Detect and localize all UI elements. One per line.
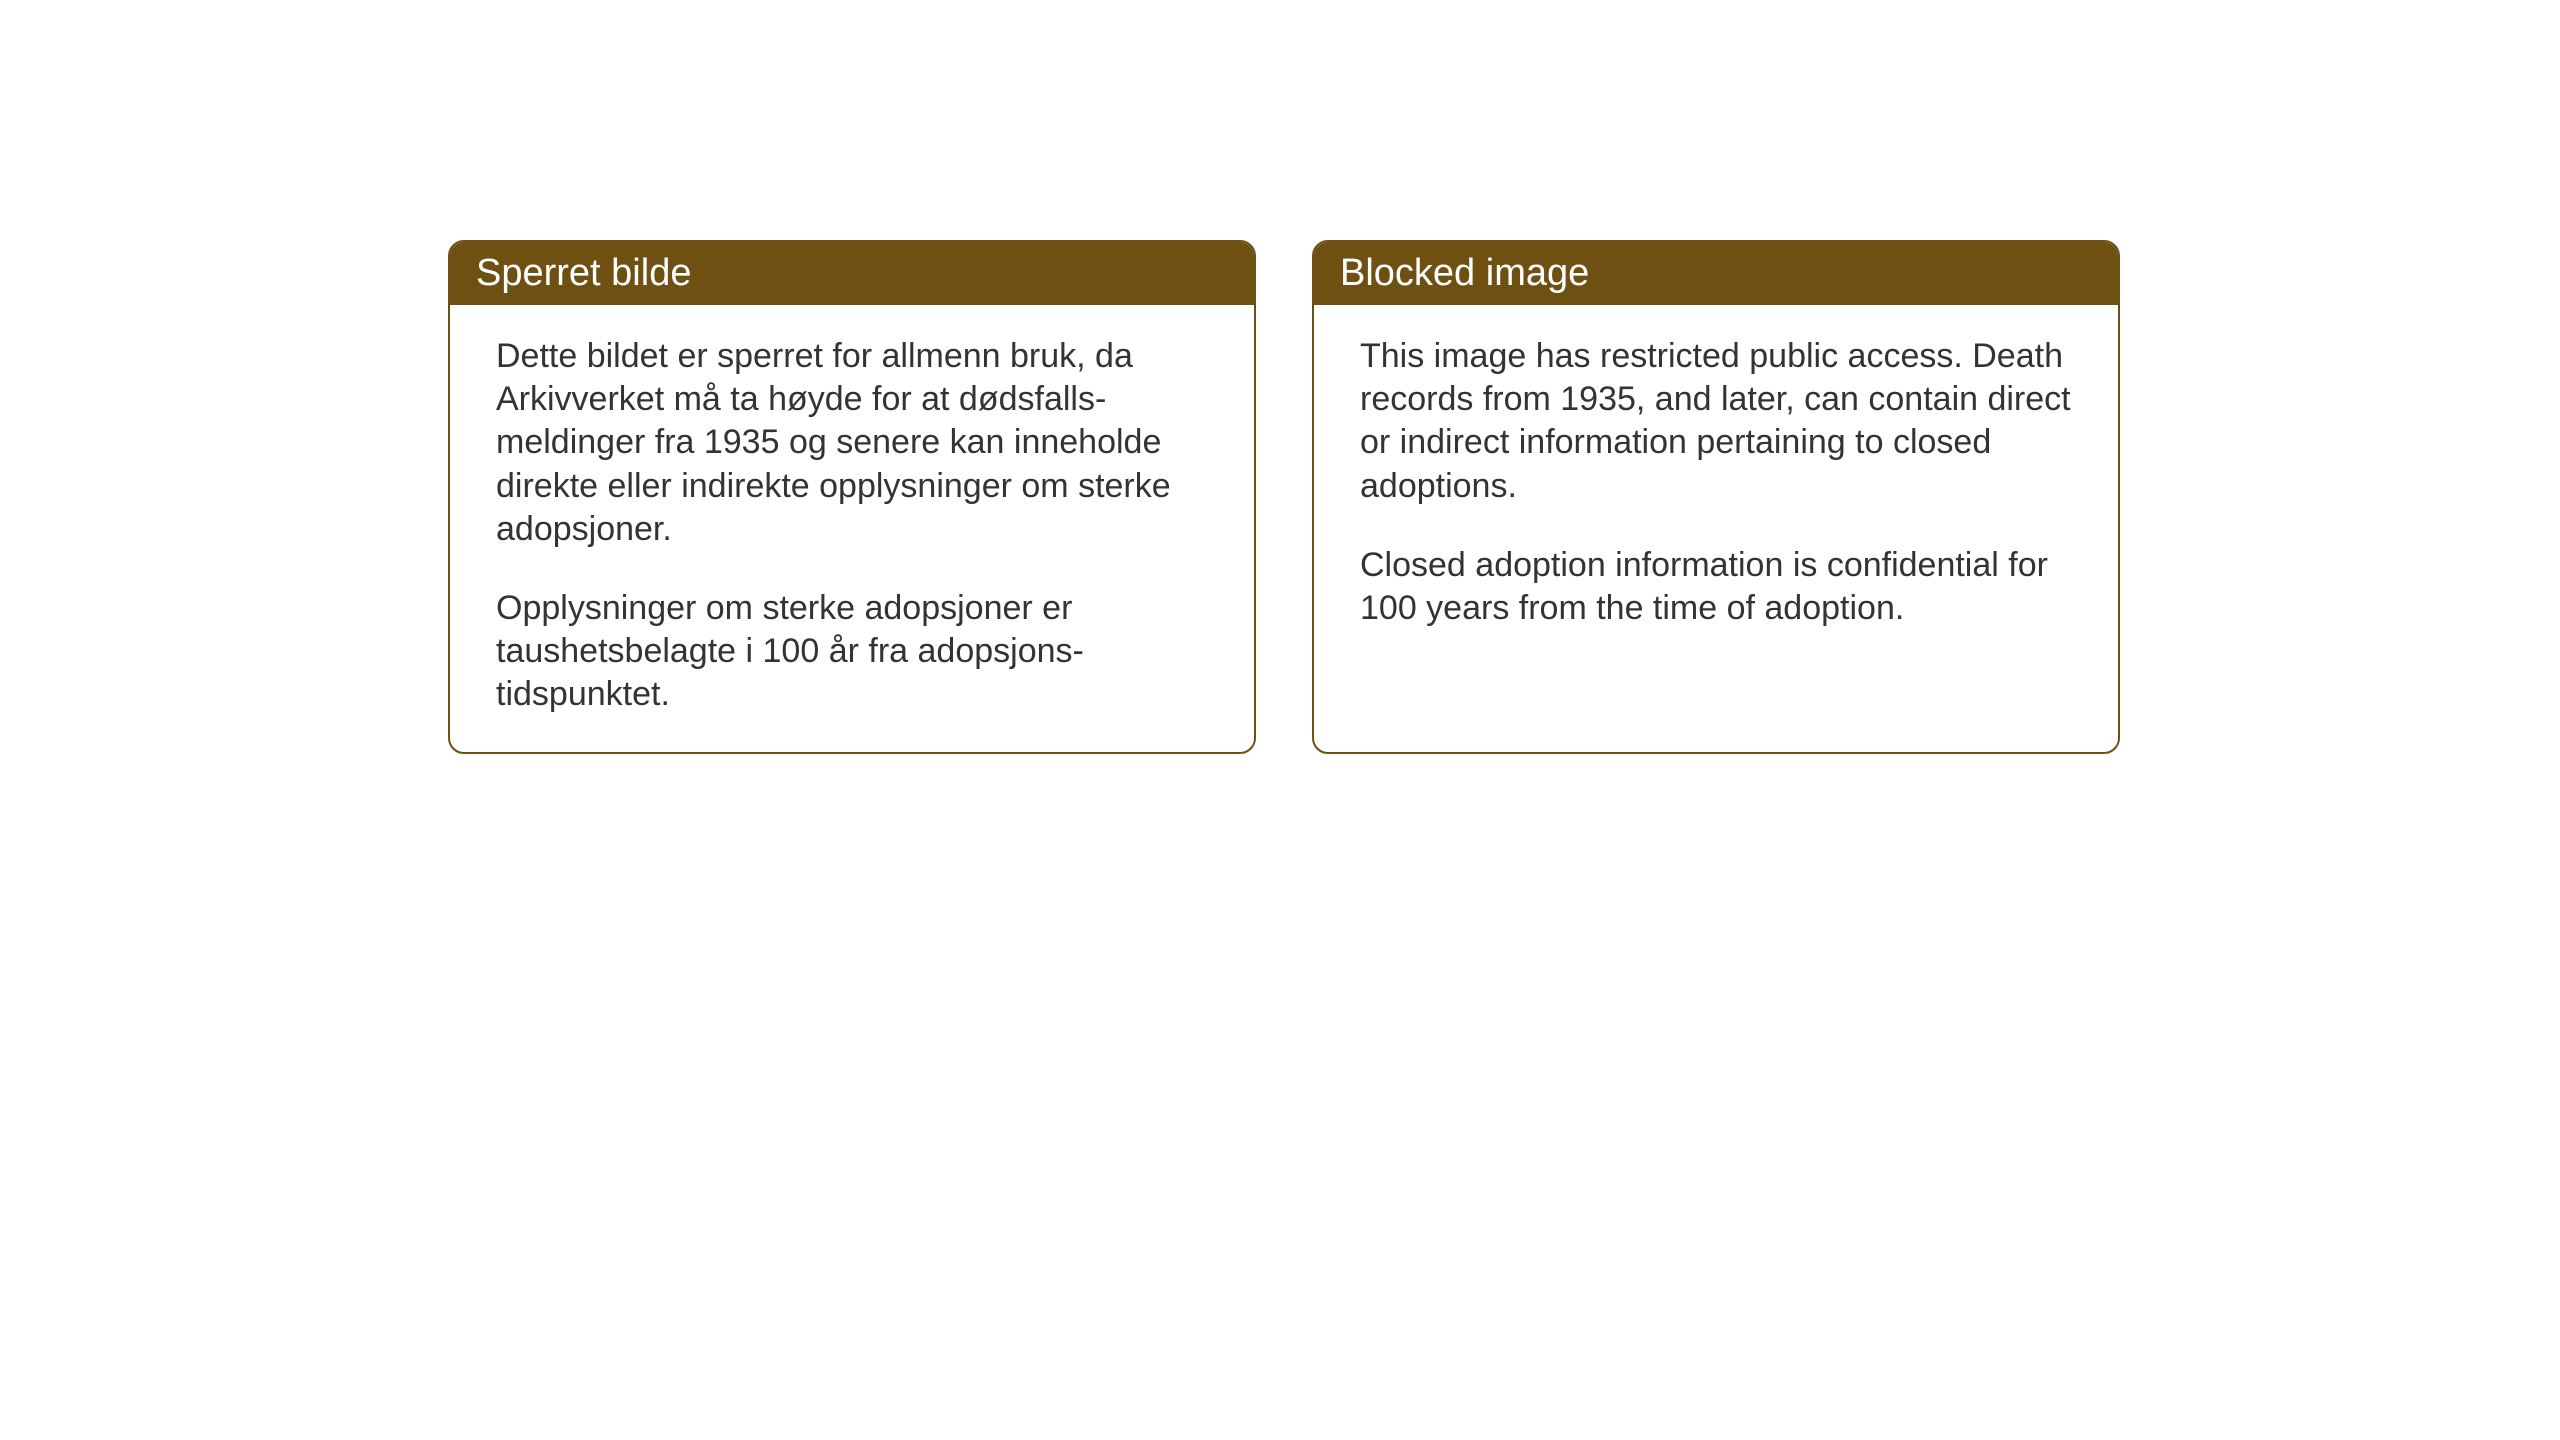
card-body-norwegian: Dette bildet er sperret for allmenn bruk…	[450, 305, 1254, 752]
card-header-norwegian: Sperret bilde	[450, 242, 1254, 305]
paragraph-text: Dette bildet er sperret for allmenn bruk…	[496, 335, 1208, 551]
notice-cards-container: Sperret bilde Dette bildet er sperret fo…	[448, 240, 2560, 754]
paragraph-text: This image has restricted public access.…	[1360, 335, 2072, 508]
card-header-english: Blocked image	[1314, 242, 2118, 305]
notice-card-english: Blocked image This image has restricted …	[1312, 240, 2120, 754]
paragraph-text: Opplysninger om sterke adopsjoner er tau…	[496, 587, 1208, 717]
notice-card-norwegian: Sperret bilde Dette bildet er sperret fo…	[448, 240, 1256, 754]
card-body-english: This image has restricted public access.…	[1314, 305, 2118, 666]
paragraph-text: Closed adoption information is confident…	[1360, 544, 2072, 630]
